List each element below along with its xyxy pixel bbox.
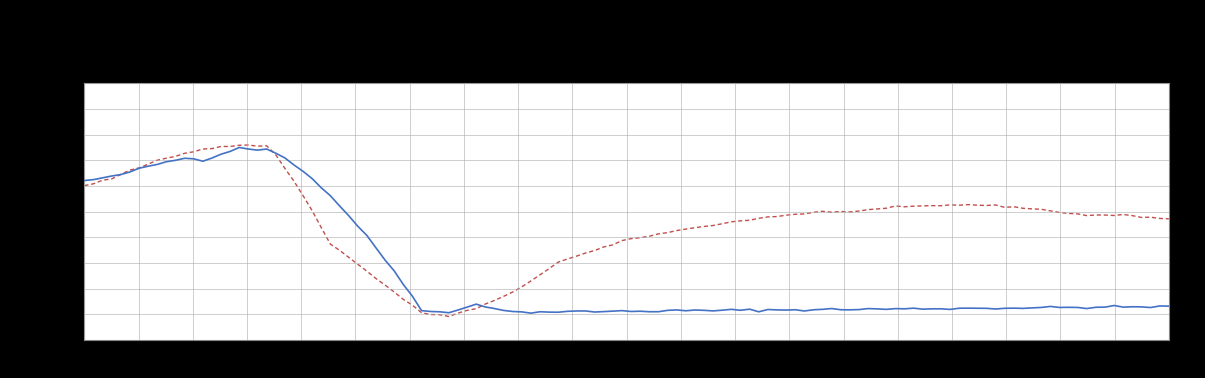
Legend: , : ,: [1136, 0, 1164, 2]
